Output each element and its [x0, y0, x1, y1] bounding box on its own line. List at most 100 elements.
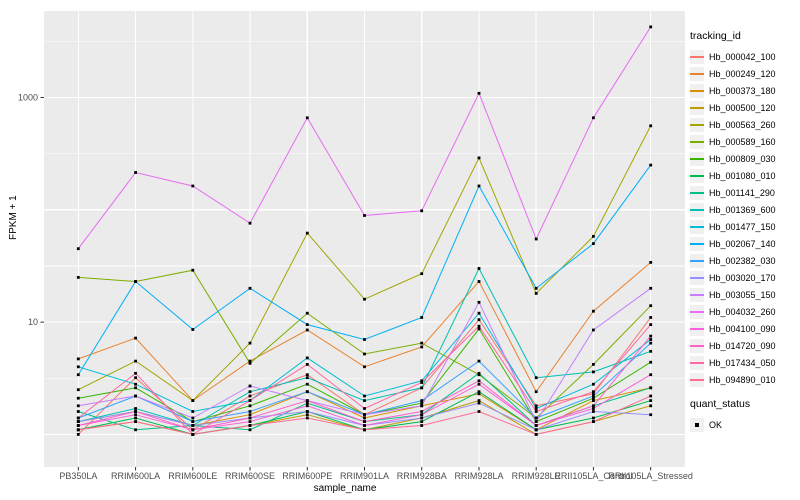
data-point — [592, 242, 595, 245]
legend-key-swatch — [690, 151, 704, 166]
data-point — [477, 156, 481, 160]
data-point — [76, 410, 80, 413]
legend-key-swatch — [690, 185, 704, 200]
data-point — [649, 163, 653, 167]
data-point — [191, 399, 195, 402]
data-point — [420, 404, 424, 408]
data-point — [477, 379, 481, 383]
data-point — [420, 379, 424, 383]
data-point — [534, 286, 538, 290]
data-point — [76, 365, 80, 369]
data-point — [305, 399, 309, 402]
data-point — [420, 420, 424, 423]
data-point — [305, 390, 309, 394]
legend-item-label: Hb_001080_010 — [709, 170, 776, 181]
data-point — [477, 280, 481, 283]
data-point — [248, 424, 252, 427]
data-point — [649, 338, 653, 341]
data-point — [76, 420, 80, 423]
series-color-line-icon — [690, 378, 704, 381]
data-point — [305, 376, 309, 380]
data-point — [191, 410, 195, 413]
data-point — [592, 420, 595, 423]
data-point — [248, 404, 252, 408]
data-point — [363, 424, 366, 427]
legend-item: Hb_003055_150 — [690, 286, 800, 303]
data-point — [76, 357, 80, 361]
legend-item: Hb_003020_170 — [690, 269, 800, 286]
data-point — [649, 286, 653, 290]
data-point — [420, 416, 424, 420]
legend-key-swatch — [690, 100, 704, 115]
data-point — [649, 373, 653, 377]
data-point — [592, 382, 595, 386]
series-color-line-icon — [690, 327, 704, 330]
data-point — [134, 382, 137, 386]
legend-key-swatch — [690, 270, 704, 285]
legend-item-label: Hb_000249_120 — [709, 68, 776, 79]
data-points — [76, 25, 653, 436]
data-point — [191, 184, 195, 188]
data-point — [134, 420, 137, 423]
data-point — [592, 399, 595, 402]
legend-item: Hb_000042_100 — [690, 48, 800, 65]
data-point — [592, 328, 595, 332]
legend-key-swatch — [690, 287, 704, 302]
data-point — [134, 428, 137, 432]
data-point — [649, 304, 653, 308]
data-point — [305, 382, 309, 386]
series-color-line-icon — [690, 174, 704, 177]
data-point — [76, 428, 80, 432]
data-point — [363, 407, 366, 410]
data-point — [592, 309, 595, 313]
data-point — [248, 221, 252, 225]
black-square-point-icon — [695, 422, 699, 427]
data-point — [592, 370, 595, 374]
data-point — [363, 338, 366, 341]
data-point — [534, 292, 538, 295]
x-tick-label: RRII105LA_Control — [554, 471, 632, 481]
legend-item: Hb_094890_010 — [690, 371, 800, 388]
data-point — [592, 404, 595, 408]
series-color-line-icon — [690, 361, 704, 364]
legend-item: Hb_001477_150 — [690, 218, 800, 235]
data-point — [363, 416, 366, 420]
data-point — [363, 214, 366, 217]
data-point — [649, 404, 653, 408]
data-point — [305, 116, 309, 120]
legend-key-swatch — [690, 83, 704, 98]
data-point — [248, 399, 252, 402]
x-tick-label: RRIM901LA — [340, 471, 389, 481]
data-point — [305, 373, 309, 377]
legend-item: Hb_000589_160 — [690, 133, 800, 150]
data-point — [592, 390, 595, 394]
data-point — [248, 286, 252, 290]
data-point — [305, 311, 309, 315]
series-color-line-icon — [690, 72, 704, 75]
data-point — [420, 345, 424, 349]
data-point — [134, 171, 137, 174]
data-point — [248, 413, 252, 417]
data-point — [649, 360, 653, 364]
data-point — [134, 413, 137, 417]
data-point — [534, 404, 538, 408]
legend-item: Hb_001141_290 — [690, 184, 800, 201]
data-point — [420, 272, 424, 276]
data-point — [76, 404, 80, 408]
data-point — [592, 235, 595, 238]
x-tick-label: RRIM928LA — [454, 471, 503, 481]
data-point — [134, 376, 137, 380]
data-point — [76, 247, 80, 251]
data-point — [477, 91, 481, 95]
legend-item-label: OK — [709, 419, 723, 430]
data-point — [191, 268, 195, 272]
data-point — [592, 410, 595, 413]
data-point — [248, 416, 252, 420]
legend-item-label: Hb_000563_260 — [709, 119, 776, 130]
data-point — [363, 394, 366, 398]
data-point — [76, 373, 80, 377]
legend-key-swatch — [690, 49, 704, 64]
series-color-line-icon — [690, 259, 704, 262]
legend-quant-status-block: quant_status OK — [690, 398, 800, 433]
legend: tracking_id Hb_000042_100 Hb_000249_120 Hb… — [690, 30, 800, 433]
